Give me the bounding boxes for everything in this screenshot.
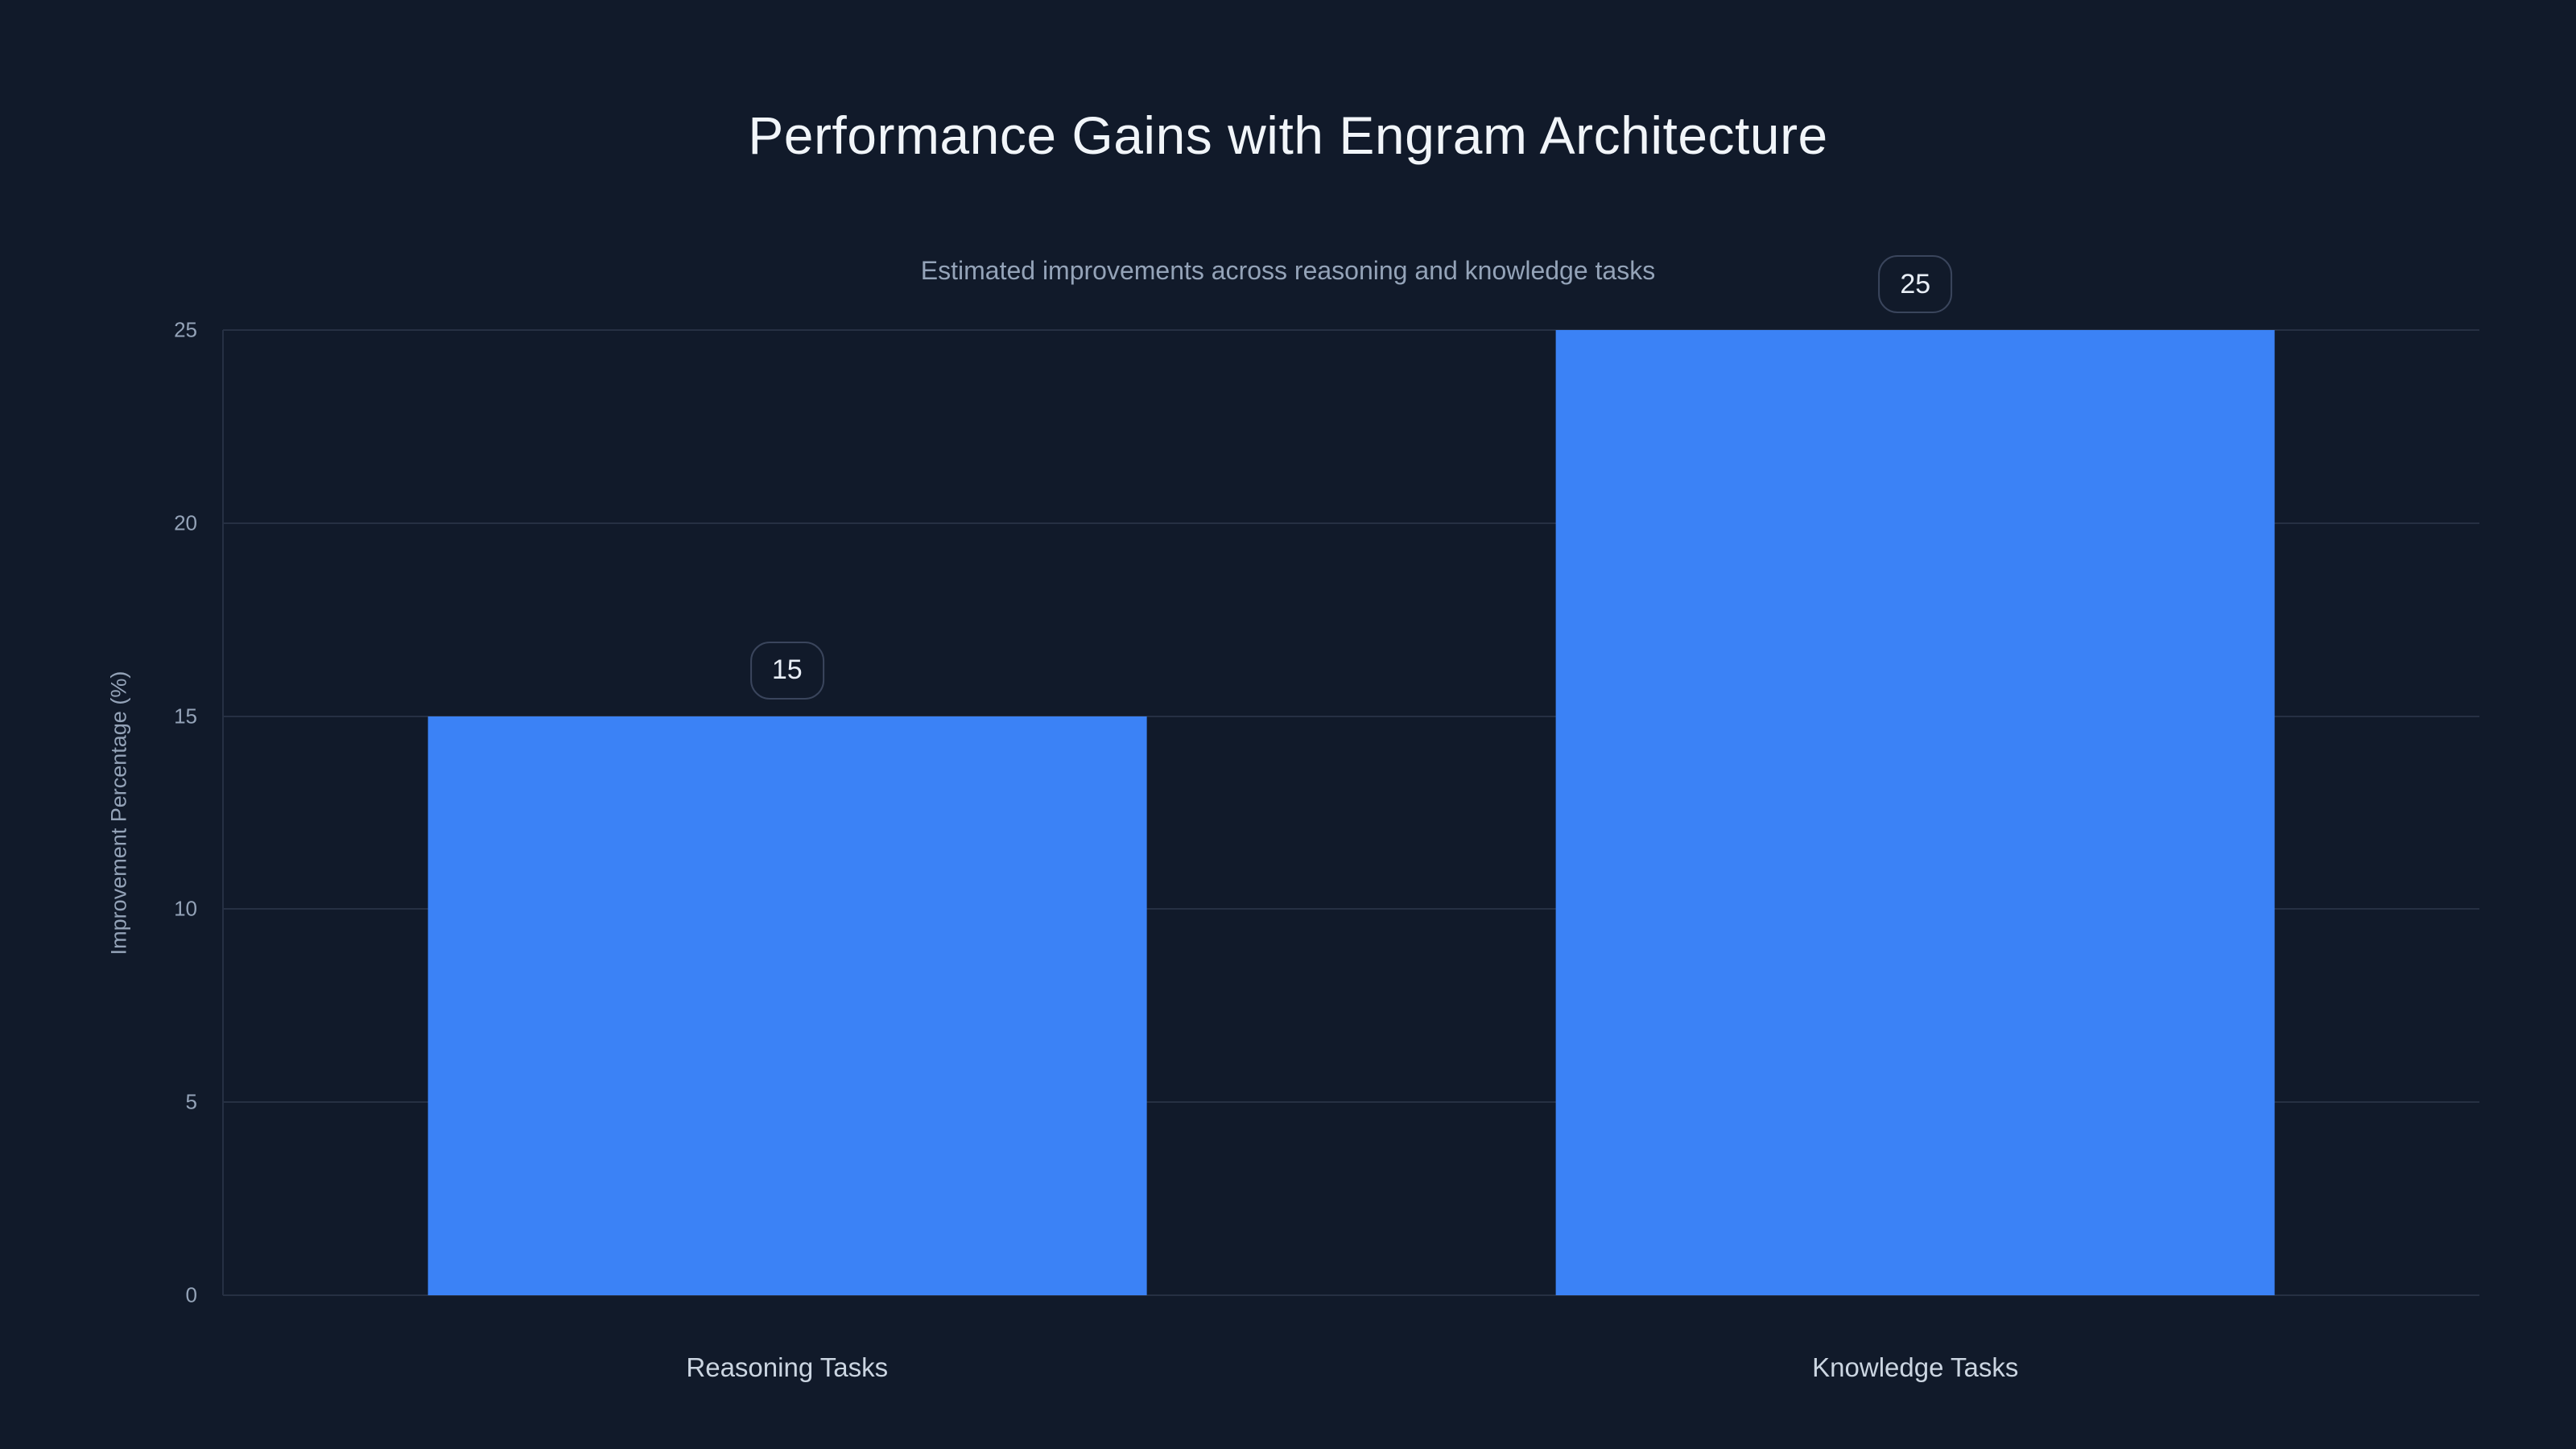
value-badge: 25 xyxy=(1878,255,1953,313)
y-axis-tick-label: 15 xyxy=(174,704,197,729)
chart-subtitle: Estimated improvements across reasoning … xyxy=(920,256,1656,285)
plot-area: 15 25 xyxy=(223,255,2480,1296)
bar-reasoning-tasks[interactable] xyxy=(427,716,1147,1295)
y-axis-ticks: 0 5 10 15 20 25 xyxy=(76,318,197,1307)
gridline xyxy=(223,1294,2479,1296)
chart-title: Performance Gains with Engram Architectu… xyxy=(748,105,1828,165)
gridline xyxy=(223,522,2479,524)
y-axis-tick-label: 5 xyxy=(185,1089,197,1114)
x-axis-label: Reasoning Tasks xyxy=(686,1352,889,1382)
gridline xyxy=(223,715,2479,717)
y-axis-tick-label: 25 xyxy=(174,317,197,342)
value-badge: 15 xyxy=(749,641,824,700)
bar-slot: 25 xyxy=(1352,255,2480,1295)
bars: 15 25 xyxy=(223,255,2480,1295)
gridline xyxy=(223,908,2479,910)
y-axis-tick-label: 20 xyxy=(174,510,197,535)
y-axis-line xyxy=(222,330,224,1295)
gridline xyxy=(223,1101,2479,1104)
y-axis-tick-label: 10 xyxy=(174,896,197,921)
x-axis-label: Knowledge Tasks xyxy=(1812,1352,2019,1382)
bar-slot: 15 xyxy=(223,330,1352,1295)
y-axis-tick-label: 0 xyxy=(185,1282,197,1307)
bar-knowledge-tasks[interactable] xyxy=(1555,330,2275,1295)
gridline xyxy=(223,329,2479,331)
x-axis-labels: Reasoning Tasks Knowledge Tasks xyxy=(223,1352,2479,1401)
